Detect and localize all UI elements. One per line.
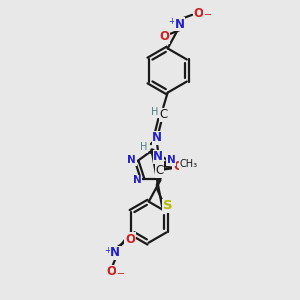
Text: C: C bbox=[156, 164, 164, 177]
Text: N: N bbox=[174, 18, 184, 31]
Text: O: O bbox=[173, 160, 183, 173]
Text: N: N bbox=[167, 155, 176, 165]
Text: O: O bbox=[194, 7, 204, 20]
Text: O: O bbox=[107, 266, 117, 278]
Text: C: C bbox=[159, 108, 168, 121]
Text: N: N bbox=[127, 155, 136, 165]
Text: N: N bbox=[152, 131, 162, 144]
Text: +: + bbox=[168, 17, 175, 26]
Text: H: H bbox=[140, 142, 148, 152]
Text: O: O bbox=[160, 30, 170, 43]
Text: S: S bbox=[163, 200, 173, 212]
Text: H: H bbox=[151, 107, 158, 117]
Text: CH₃: CH₃ bbox=[180, 159, 198, 170]
Text: N: N bbox=[153, 150, 163, 163]
Text: −: − bbox=[117, 269, 125, 279]
Text: N: N bbox=[110, 246, 120, 259]
Text: +: + bbox=[104, 246, 111, 255]
Text: O: O bbox=[125, 233, 135, 246]
Text: N: N bbox=[133, 175, 142, 185]
Text: −: − bbox=[204, 10, 212, 20]
